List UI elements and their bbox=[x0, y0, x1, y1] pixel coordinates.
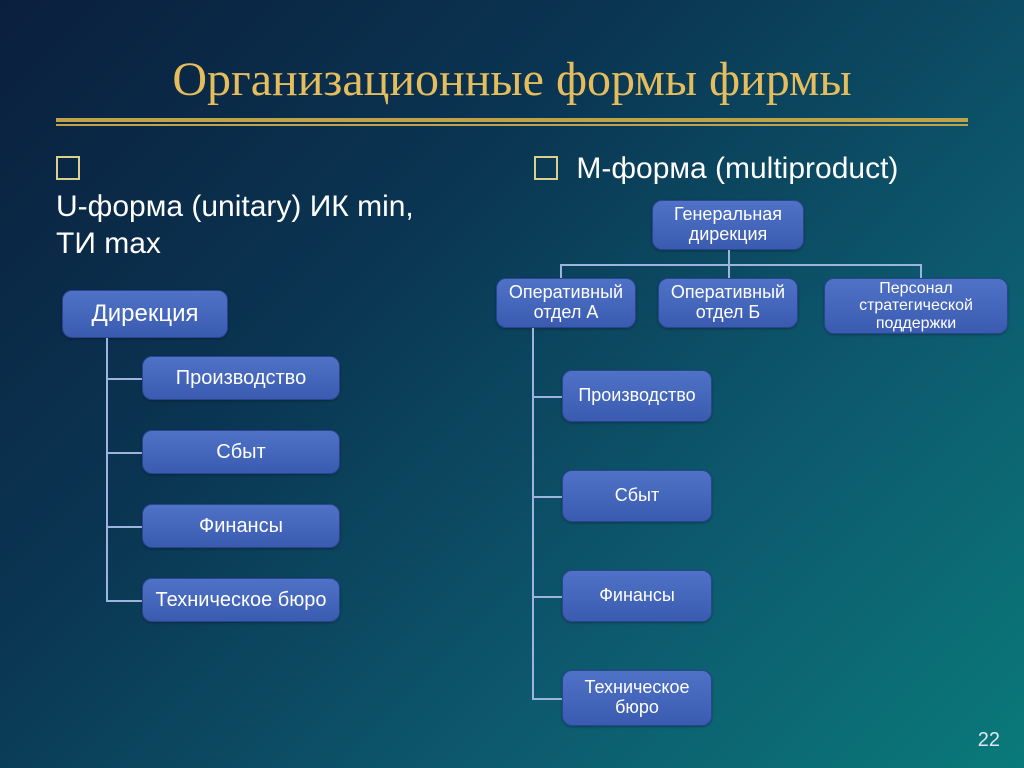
u-child-3: Финансы bbox=[142, 504, 340, 548]
m-level2-a: Оперативный отдел А bbox=[496, 278, 636, 328]
slide: Организационные формы фирмы U-форма (uni… bbox=[0, 0, 1024, 768]
m-conn-root-down bbox=[728, 250, 730, 264]
u-connector-h3 bbox=[106, 526, 142, 528]
slide-title: Организационные формы фирмы bbox=[0, 52, 1024, 107]
u-child-4: Техническое бюро bbox=[142, 578, 340, 622]
title-underline bbox=[56, 118, 968, 128]
m-conn-a-trunk bbox=[532, 328, 534, 698]
m-conn-d2 bbox=[728, 264, 730, 278]
m-conn-a-h1 bbox=[532, 396, 562, 398]
u-connector-h4 bbox=[106, 600, 142, 602]
m-conn-split bbox=[560, 264, 920, 266]
page-number: 22 bbox=[978, 729, 1000, 752]
u-child-2: Сбыт bbox=[142, 430, 340, 474]
m-conn-d3 bbox=[920, 264, 922, 278]
m-conn-a-h3 bbox=[532, 596, 562, 598]
bullet-square-icon bbox=[56, 156, 80, 180]
bullet-u-form: U-форма (unitary) ИК min, ТИ max bbox=[56, 150, 486, 263]
u-connector-h2 bbox=[106, 452, 142, 454]
m-a-child-1: Производство bbox=[562, 370, 712, 422]
u-root: Дирекция bbox=[62, 290, 228, 338]
m-level2-c: Персонал стратегической поддержки bbox=[824, 278, 1008, 334]
u-child-1: Производство bbox=[142, 356, 340, 400]
bullet-m-form-text: M-форма (multiproduct) bbox=[576, 150, 898, 188]
m-a-child-4: Техническое бюро bbox=[562, 670, 712, 726]
m-root: Генеральная дирекция bbox=[652, 200, 804, 250]
bullet-u-form-text: U-форма (unitary) ИК min, ТИ max bbox=[56, 188, 446, 263]
m-conn-a-h2 bbox=[532, 496, 562, 498]
bullet-square-icon bbox=[534, 156, 558, 180]
m-conn-a-h4 bbox=[532, 698, 562, 700]
bullet-m-form: M-форма (multiproduct) bbox=[534, 150, 974, 188]
m-a-child-2: Сбыт bbox=[562, 470, 712, 522]
m-conn-d1 bbox=[560, 264, 562, 278]
u-connector-h1 bbox=[106, 378, 142, 380]
m-level2-b: Оперативный отдел Б bbox=[658, 278, 798, 328]
m-a-child-3: Финансы bbox=[562, 570, 712, 622]
